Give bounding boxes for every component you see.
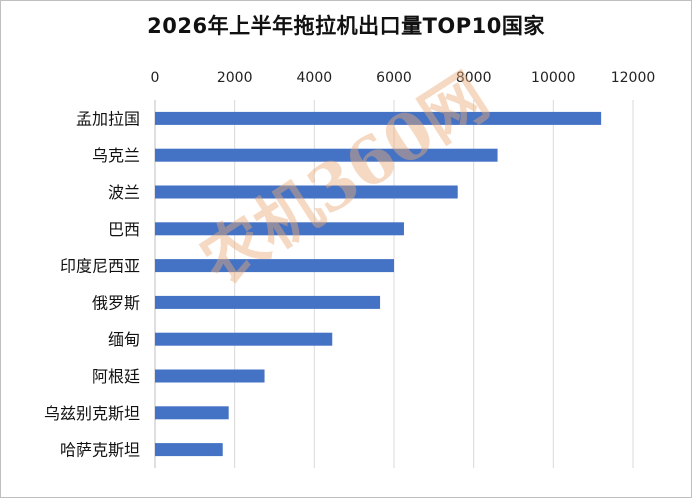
bar	[155, 222, 404, 236]
category-label: 印度尼西亚	[60, 257, 140, 276]
category-label: 巴西	[108, 220, 140, 239]
category-label: 缅甸	[108, 330, 140, 349]
category-label: 俄罗斯	[92, 293, 140, 312]
bar	[155, 443, 223, 457]
bar	[155, 185, 458, 199]
bar	[155, 369, 265, 383]
x-tick-label: 8000	[456, 70, 492, 86]
bar	[155, 111, 602, 125]
x-tick-label: 0	[151, 70, 160, 86]
bar	[155, 295, 381, 309]
bar	[155, 259, 394, 273]
x-tick-label: 12000	[611, 70, 656, 86]
category-label: 阿根廷	[92, 367, 140, 386]
category-label: 孟加拉国	[76, 109, 140, 128]
bar	[155, 406, 229, 420]
category-label: 波兰	[108, 183, 140, 202]
x-tick-label: 10000	[531, 70, 576, 86]
bar	[155, 332, 333, 346]
bar	[155, 148, 498, 162]
bars	[155, 111, 602, 457]
chart-title: 2026年上半年拖拉机出口量TOP10国家	[147, 14, 545, 38]
x-tick-label: 6000	[376, 70, 412, 86]
x-tick-label: 2000	[217, 70, 253, 86]
x-tick-label: 4000	[297, 70, 333, 86]
x-axis: 0 2000 4000 6000 8000 10000 12000	[151, 70, 656, 86]
category-label: 乌兹别克斯坦	[44, 404, 140, 423]
category-label: 乌克兰	[92, 146, 140, 165]
category-label: 哈萨克斯坦	[60, 441, 140, 460]
